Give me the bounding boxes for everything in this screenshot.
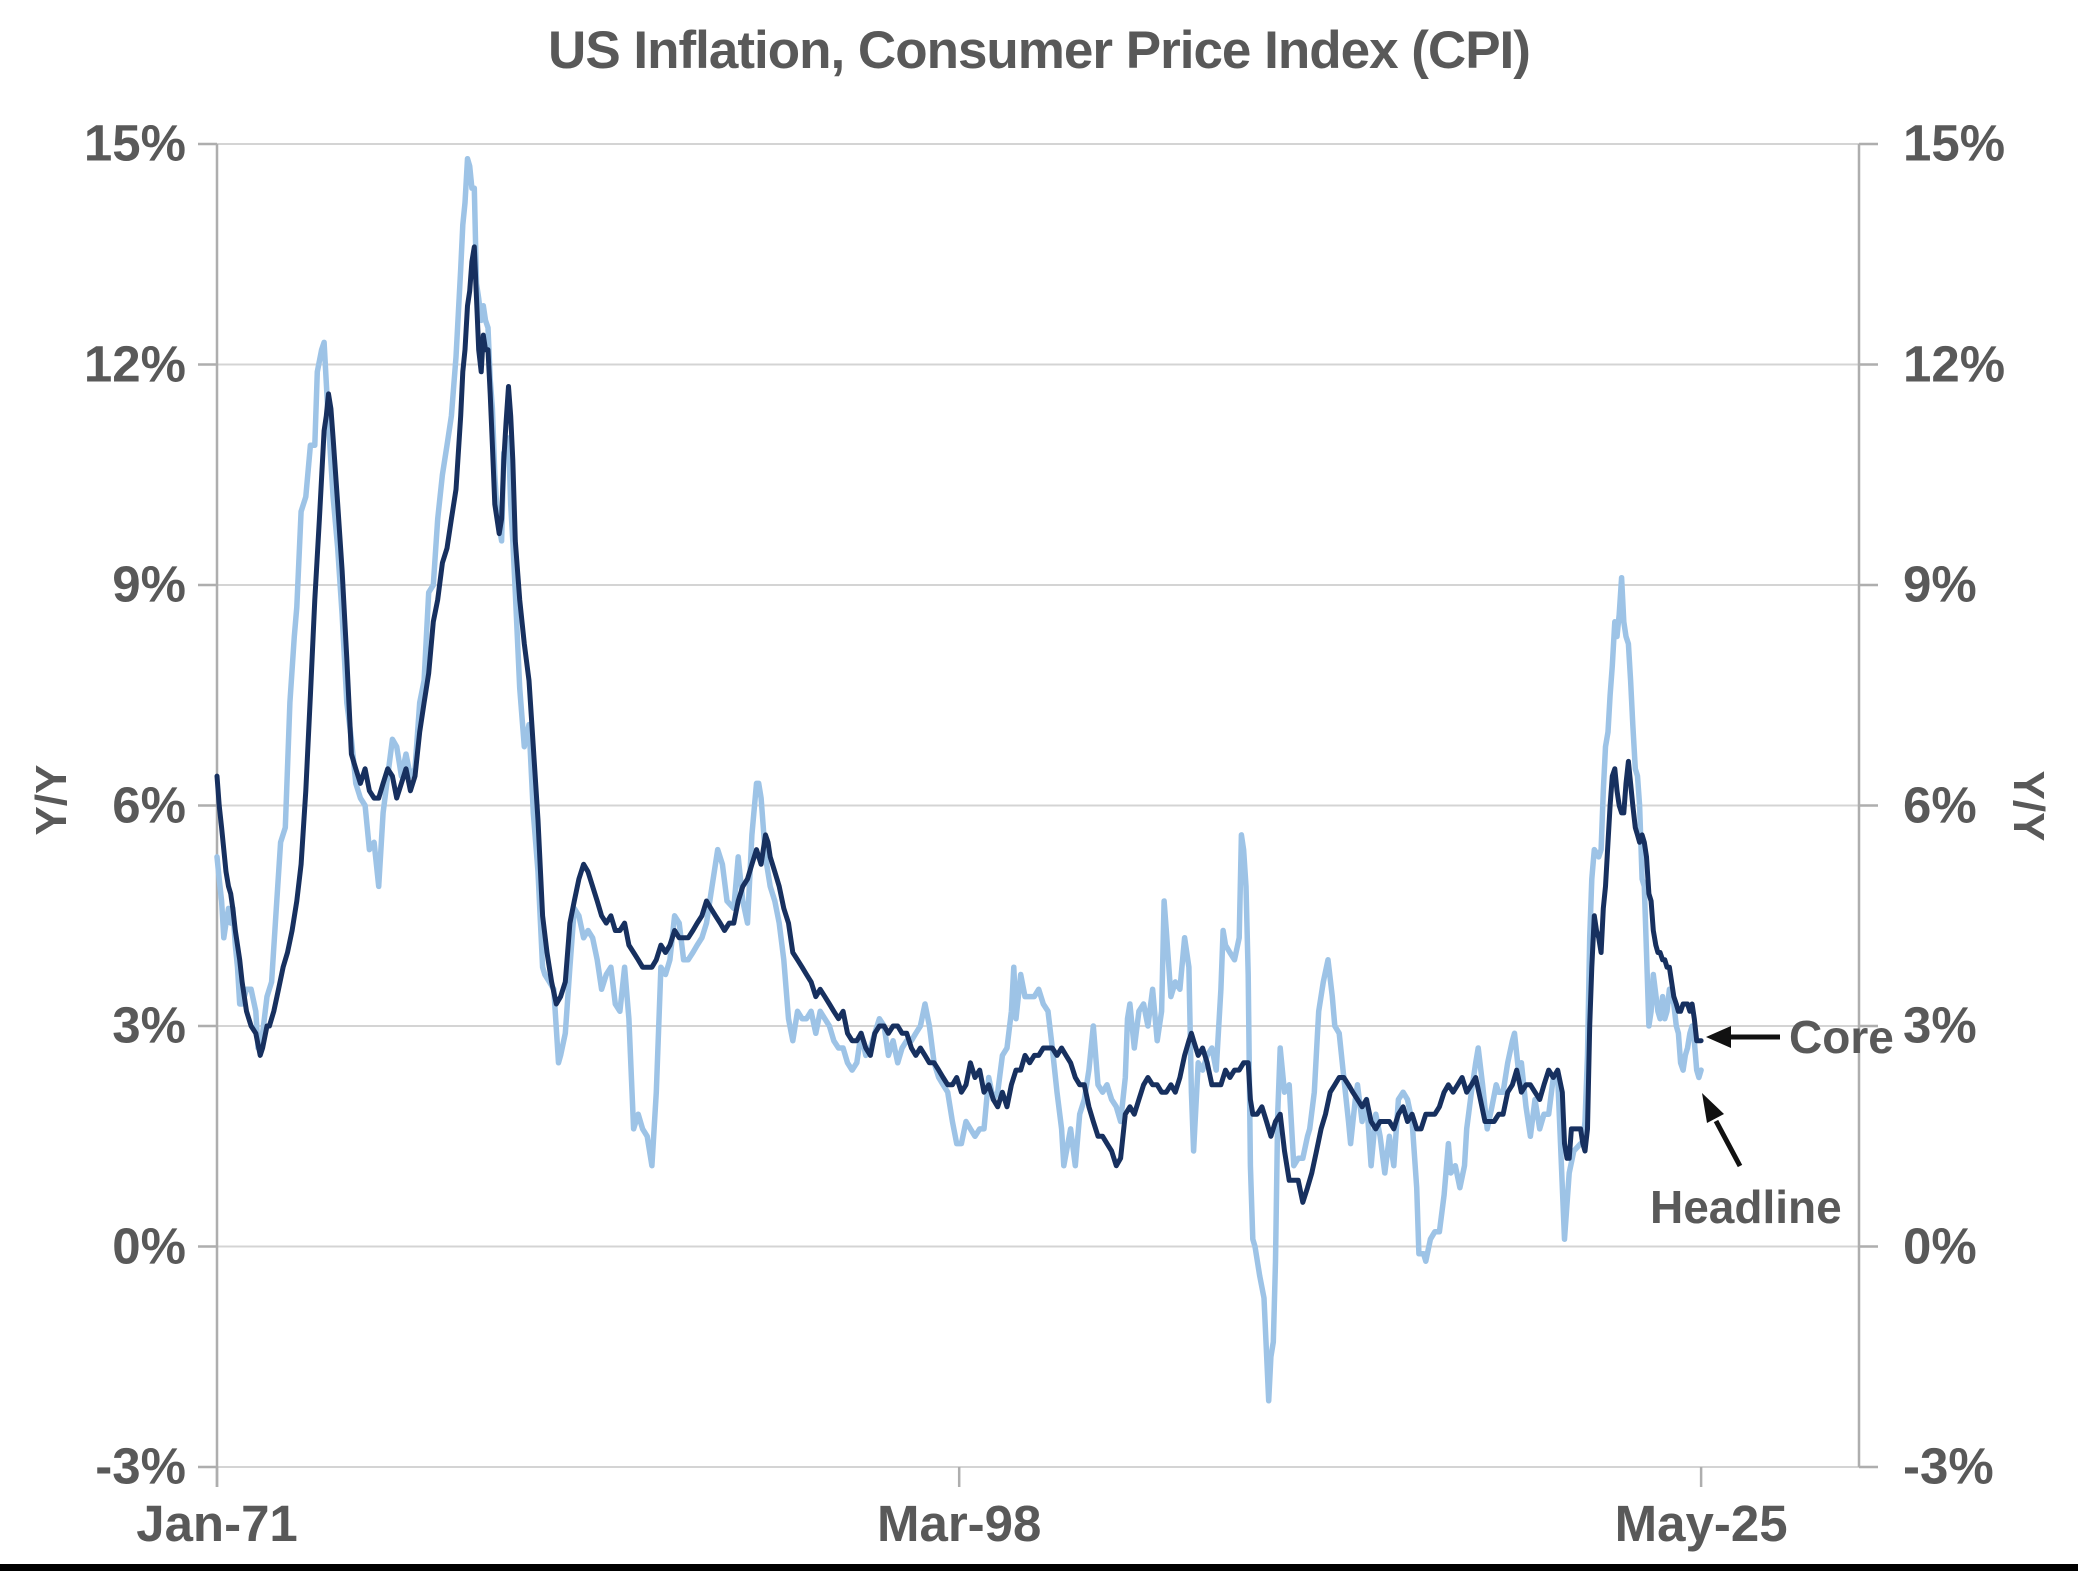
y-tick-label-left-6: -3% [95, 1437, 186, 1495]
chart-title: US Inflation, Consumer Price Index (CPI) [548, 21, 1531, 80]
x-tick-label-2: May-25 [1614, 1495, 1788, 1552]
core-series-label: Core [1789, 1011, 1894, 1063]
axis-lines [198, 142, 1878, 1487]
y-tick-label-left-2: 9% [112, 555, 186, 613]
y-tick-label-right-5: 0% [1903, 1216, 1977, 1274]
headline-line [214, 155, 1704, 1404]
y-tick-label-right-2: 9% [1903, 555, 1977, 613]
y-tick-label-left-4: 3% [112, 996, 186, 1054]
headline-series-label: Headline [1650, 1181, 1842, 1233]
y-tick-label-left-1: 12% [83, 334, 186, 392]
core-line [214, 244, 1704, 1205]
x-tick-label-1: Mar-98 [876, 1495, 1042, 1552]
headline-arrow-icon [1702, 1093, 1724, 1123]
y-tick-label-right-3: 6% [1903, 775, 1977, 833]
y-tick-label-right-4: 3% [1903, 996, 1977, 1054]
annotation-arrows [1702, 1026, 1780, 1168]
y-tick-label-right-1: 12% [1903, 334, 2006, 392]
y-tick-label-left-5: 0% [112, 1216, 186, 1274]
y-tick-label-right-0: 15% [1903, 114, 2006, 172]
y-tick-label-left-0: 15% [83, 114, 186, 172]
x-tick-label-0: Jan-71 [136, 1495, 298, 1552]
core-arrow-icon [1706, 1026, 1731, 1048]
y-tick-label-left-3: 6% [112, 775, 186, 833]
bottom-rule [0, 1564, 2078, 1571]
y-tick-label-right-6: -3% [1903, 1437, 1994, 1495]
